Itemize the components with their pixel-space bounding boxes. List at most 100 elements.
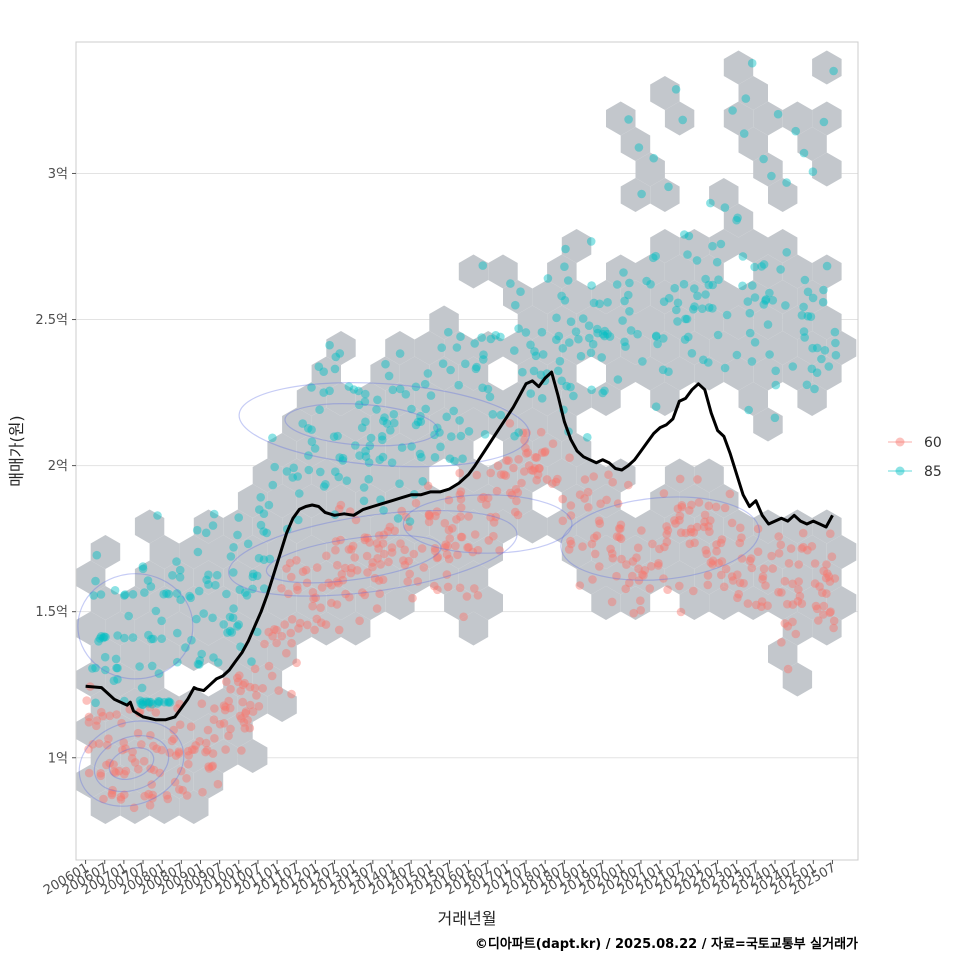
data-point-60 [783, 599, 792, 609]
data-point-60 [378, 539, 388, 548]
hex-bin [694, 356, 724, 391]
data-point-60 [592, 531, 602, 540]
data-point-85 [235, 585, 245, 594]
hex-bin [179, 535, 209, 569]
data-point-60 [445, 534, 455, 543]
data-point-60 [157, 745, 166, 755]
data-point-85 [531, 351, 541, 361]
data-point-60 [566, 511, 576, 520]
data-point-60 [700, 517, 709, 527]
data-point-85 [417, 452, 426, 462]
density-contour [93, 735, 170, 793]
data-point-85 [421, 404, 431, 414]
hex-bin [503, 484, 533, 518]
data-point-85 [560, 296, 570, 305]
data-point-60 [321, 620, 331, 629]
data-point-60 [509, 463, 518, 473]
data-point-60 [566, 536, 575, 546]
data-point-60 [477, 494, 486, 504]
data-point-60 [219, 719, 229, 728]
hex-bin [768, 637, 798, 671]
hex-bin [694, 509, 724, 544]
data-point-60 [151, 708, 161, 717]
data-point-60 [607, 549, 617, 558]
hex-bin [709, 484, 739, 518]
data-point-60 [292, 556, 301, 565]
data-point-85 [144, 699, 153, 708]
data-point-60 [518, 428, 528, 438]
data-point-60 [670, 516, 679, 525]
data-point-60 [705, 527, 714, 536]
data-point-85 [160, 697, 169, 707]
data-point-85 [201, 528, 211, 538]
data-point-85 [438, 359, 448, 369]
hex-bin [179, 637, 209, 671]
data-point-85 [418, 477, 428, 486]
data-point-60 [134, 764, 143, 774]
data-point-60 [224, 731, 233, 741]
data-point-85 [553, 366, 563, 376]
data-point-60 [814, 616, 823, 625]
hex-bin [768, 229, 798, 263]
hex-bin [473, 382, 503, 416]
data-point-60 [443, 541, 452, 551]
data-point-85 [262, 528, 272, 538]
data-point-60 [120, 769, 129, 779]
data-point-60 [182, 791, 192, 800]
data-point-85 [395, 479, 404, 489]
hex-bin [576, 458, 606, 493]
data-point-85 [820, 346, 830, 355]
hex-bin [738, 127, 768, 161]
data-point-85 [361, 446, 370, 456]
data-point-60 [719, 582, 729, 592]
data-point-85 [361, 389, 370, 399]
data-point-60 [210, 704, 219, 713]
hex-bin [503, 280, 533, 314]
hex-bin [561, 382, 592, 416]
data-point-60 [725, 489, 735, 499]
data-point-85 [595, 299, 604, 309]
data-point-85 [537, 327, 547, 337]
data-point-60 [524, 461, 534, 470]
data-point-60 [703, 571, 713, 580]
data-point-60 [629, 608, 638, 618]
data-point-60 [107, 788, 117, 798]
data-point-85 [225, 626, 235, 636]
data-point-60 [780, 576, 790, 586]
hex-bin [164, 713, 194, 748]
data-point-60 [818, 588, 827, 597]
data-point-60 [425, 511, 435, 521]
data-point-85 [797, 311, 807, 320]
hex-bin [664, 509, 695, 544]
hex-bin [134, 764, 165, 799]
data-point-60 [693, 475, 702, 484]
data-point-60 [169, 725, 178, 735]
data-point-85 [164, 698, 173, 707]
data-point-60 [152, 744, 161, 753]
data-point-85 [97, 632, 106, 641]
data-point-85 [773, 109, 783, 119]
data-point-60 [424, 509, 434, 519]
data-point-85 [426, 391, 436, 400]
hex-bin [738, 586, 768, 620]
hexbin-layer [76, 50, 857, 824]
data-point-85 [633, 329, 642, 339]
data-point-60 [768, 564, 777, 573]
data-point-85 [213, 658, 223, 667]
data-point-60 [145, 801, 155, 810]
hex-bin [664, 356, 695, 391]
data-point-85 [357, 423, 367, 433]
data-point-85 [824, 362, 834, 371]
hex-bin [473, 586, 503, 620]
data-point-60 [463, 543, 472, 552]
data-point-85 [193, 547, 203, 557]
data-point-60 [507, 490, 517, 500]
data-point-60 [239, 718, 249, 727]
hex-bin [561, 229, 592, 263]
data-point-60 [104, 734, 113, 743]
data-point-60 [534, 464, 544, 473]
hex-bin [399, 458, 430, 493]
data-point-85 [113, 675, 122, 684]
data-point-85 [344, 382, 354, 391]
data-point-60 [243, 715, 252, 725]
